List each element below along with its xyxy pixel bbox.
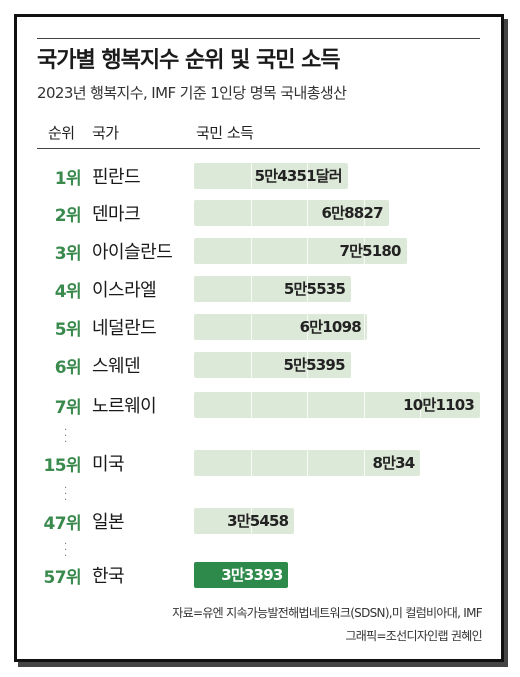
rank-label-1: 2위 (54, 206, 82, 226)
chart-subtitle: 2023년 행복지수, IMF 기준 1인당 명목 국내총생산 (37, 84, 347, 102)
bar-3 (194, 276, 352, 302)
gridline-2-1 (307, 238, 309, 264)
country-label-5: 스웨덴 (92, 356, 141, 377)
rank-label-3: 4위 (54, 282, 82, 302)
value-label-1: 6만8827 (321, 204, 384, 222)
gridline-4-1 (307, 314, 309, 340)
title-rule (37, 38, 480, 39)
country-label-9: 한국 (92, 566, 125, 587)
rank-label-7: 15위 (43, 456, 82, 476)
gridline-3-0 (250, 276, 252, 302)
bar-6 (194, 392, 480, 418)
header-rank: 순위 (48, 124, 75, 142)
bar-9 (194, 562, 289, 588)
gridline-3-1 (307, 276, 309, 302)
gridline-2-2 (363, 238, 365, 264)
gridline-6-0 (250, 392, 252, 418)
gridline-5-1 (307, 352, 309, 378)
value-label-9: 3만3393 (221, 566, 283, 584)
country-label-7: 미국 (92, 454, 125, 475)
country-label-6: 노르웨이 (92, 396, 157, 417)
gridline-7-1 (307, 450, 309, 476)
source-credit: 자료=유엔 지속가능발전해법네트워크(SDSN),미 컬럼비아대, IMF (172, 606, 482, 620)
country-label-1: 덴마크 (92, 204, 141, 225)
country-label-8: 일본 (92, 512, 125, 533)
gridline-1-1 (307, 200, 309, 226)
graphic-credit: 그래픽=조선디자인랩 권혜인 (345, 629, 482, 643)
gridline-0-1 (307, 163, 309, 189)
gridline-8-0 (250, 508, 252, 534)
rank-label-6: 7위 (54, 398, 82, 418)
rank-label-8: 47위 (43, 514, 82, 534)
gridline-2-0 (250, 238, 252, 264)
bar-1 (194, 200, 389, 226)
gridline-6-3 (420, 392, 422, 418)
rank-label-2: 3위 (54, 244, 82, 264)
gap-ellipsis-1: · · · (64, 483, 68, 506)
value-label-8: 3만5458 (227, 512, 289, 530)
bar-5 (194, 352, 351, 378)
value-label-3: 5만5535 (283, 280, 346, 298)
bar-4 (194, 314, 367, 340)
value-label-0: 5만4351달러 (254, 167, 343, 185)
rank-label-0: 1위 (54, 169, 82, 189)
chart-title: 국가별 행복지수 순위 및 국민 소득 (37, 48, 341, 73)
gridline-1-0 (250, 200, 252, 226)
rank-label-4: 5위 (54, 320, 82, 340)
gridline-5-0 (250, 352, 252, 378)
bar-8 (194, 508, 295, 534)
gap-ellipsis-0: · · · (64, 425, 68, 448)
gap-ellipsis-2: · · · (64, 539, 68, 562)
gridline-7-0 (250, 450, 252, 476)
country-label-0: 핀란드 (92, 167, 141, 188)
value-label-4: 6만1098 (299, 318, 362, 336)
gridline-1-2 (363, 200, 365, 226)
header-country: 국가 (92, 124, 119, 142)
gridline-0-0 (250, 163, 252, 189)
value-label-5: 5만5395 (283, 356, 346, 374)
bar-2 (194, 238, 407, 264)
gridline-6-1 (307, 392, 309, 418)
header-rule (37, 148, 480, 149)
bar-0 (194, 163, 348, 189)
gridline-6-2 (363, 392, 365, 418)
gridline-4-0 (250, 314, 252, 340)
value-label-7: 8만34 (372, 454, 415, 472)
country-label-3: 이스라엘 (92, 280, 157, 301)
value-label-2: 7만5180 (339, 242, 401, 260)
rank-label-9: 57위 (43, 568, 82, 588)
rank-label-5: 6위 (54, 358, 82, 378)
header-income: 국민 소득 (196, 124, 254, 142)
country-label-4: 네덜란드 (92, 318, 157, 339)
value-label-6: 10만1103 (403, 396, 475, 414)
country-label-2: 아이슬란드 (92, 242, 173, 263)
gridline-7-2 (363, 450, 365, 476)
gridline-4-2 (363, 314, 365, 340)
